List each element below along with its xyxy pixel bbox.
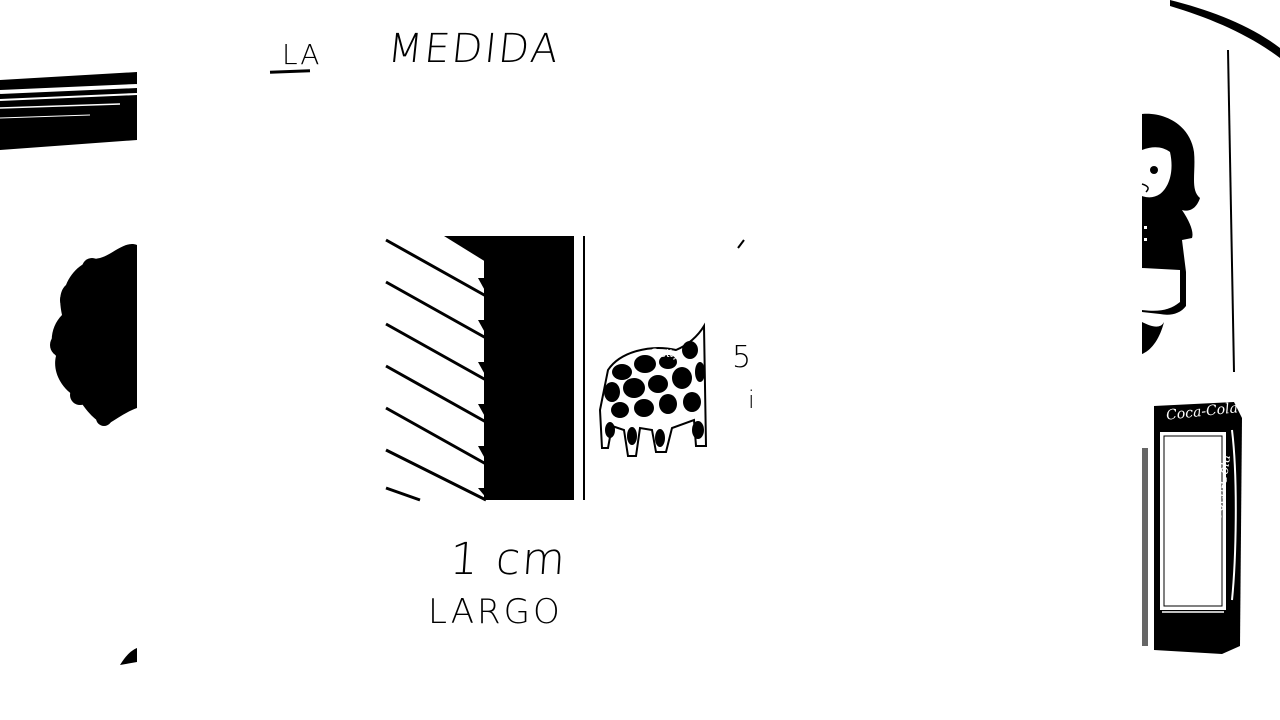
stock-watermark: Getty xyxy=(650,346,679,360)
ink-tick xyxy=(737,239,745,249)
shelf-band xyxy=(0,72,138,150)
board-title-partial: LA xyxy=(282,38,322,71)
board-fragment-text: 5 xyxy=(732,340,754,375)
board-title: MEDIDA xyxy=(385,26,563,72)
giraffe-icon xyxy=(598,322,708,457)
cartoon-person-icon xyxy=(1141,113,1200,354)
drinks-fridge-icon xyxy=(1142,402,1242,654)
frame-curve xyxy=(1170,0,1280,58)
board-length-label: LARGO xyxy=(428,592,563,632)
striped-fence-icon xyxy=(385,236,585,502)
board-size-label: 1 cm xyxy=(448,534,569,585)
measuring-pole xyxy=(1227,49,1235,373)
board-fragment-text-2: i xyxy=(748,386,757,414)
ink-mark xyxy=(120,648,137,665)
tree-icon xyxy=(50,243,137,426)
